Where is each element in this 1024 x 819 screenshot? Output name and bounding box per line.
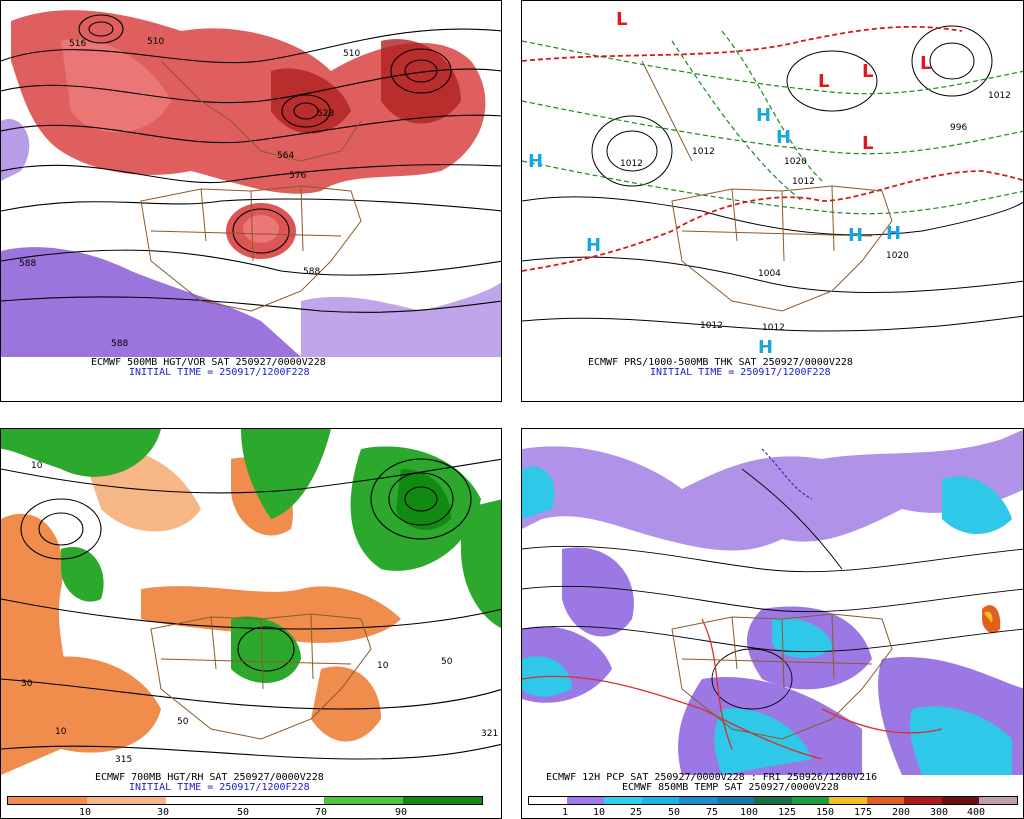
colorbar-tick: 175 (853, 807, 873, 818)
pressure-label: 1004 (758, 269, 781, 279)
panel-subtitle: ECMWF 850MB TEMP SAT 250927/0000V228 (622, 782, 839, 793)
pressure-label: 1020 (784, 157, 807, 167)
colorbar-tick: 50 (236, 807, 250, 818)
contour-label: 510 (343, 49, 361, 59)
contour-label: 50 (441, 657, 453, 667)
high-center-H: H (756, 105, 772, 126)
high-center-H: H (776, 127, 792, 148)
panel-title: ECMWF 12H PCP SAT 250927/0000V228 : FRI … (546, 772, 878, 783)
panel-title: ECMWF 700MB HGT/RH SAT 250927/0000V228 (95, 772, 324, 783)
contour-label: 10 (377, 661, 389, 671)
panel-500mb-hgt-vor: 516 510 510 528 564 576 588 588 588 ECMW… (0, 0, 502, 402)
low-center-L: L (818, 71, 830, 92)
high-center-H: H (848, 225, 864, 246)
colorbar-tick: 30 (156, 807, 170, 818)
contour-label: 30 (21, 679, 33, 689)
contour-label: 516 (69, 39, 87, 49)
colorbar-tick: 300 (929, 807, 949, 818)
map-pressure-thickness (522, 1, 1023, 357)
panel-init-time: INITIAL TIME = 250917/1200F228 (129, 782, 310, 793)
panel-init-time: INITIAL TIME = 250917/1200F228 (650, 367, 831, 378)
colorbar-swatch (791, 797, 830, 804)
rh-colorbar (7, 796, 483, 805)
colorbar-swatch (754, 797, 792, 804)
colorbar-swatch (566, 797, 605, 804)
contour-label: 315 (115, 755, 133, 765)
map-precipitation (522, 429, 1023, 775)
colorbar-swatch (87, 797, 166, 804)
colorbar-swatch (324, 797, 403, 804)
contour-label: 588 (19, 259, 37, 269)
low-center-L: L (616, 9, 628, 30)
colorbar-swatch (8, 797, 87, 804)
colorbar-swatch (679, 797, 717, 804)
low-center-L: L (862, 61, 874, 82)
pressure-label: 1012 (762, 323, 785, 333)
high-center-H: H (586, 235, 602, 256)
contour-label: 576 (289, 171, 307, 181)
colorbar-tick: 1 (561, 807, 569, 818)
colorbar-tick: 100 (739, 807, 759, 818)
high-center-H: H (886, 223, 902, 244)
colorbar-tick: 70 (314, 807, 328, 818)
pressure-label: 1020 (886, 251, 909, 261)
colorbar-tick: 400 (966, 807, 986, 818)
low-center-L: L (862, 133, 874, 154)
pressure-label: 1012 (792, 177, 815, 187)
colorbar-swatch (904, 797, 942, 804)
map-700mb-rh (1, 429, 501, 775)
colorbar-tick: 25 (629, 807, 643, 818)
contour-label: 50 (177, 717, 189, 727)
panel-700mb-hgt-rh: 10 50 30 10 50 315 321 10 ECMWF 700MB HG… (0, 428, 502, 819)
colorbar-tick: 90 (394, 807, 408, 818)
contour-label: 10 (31, 461, 43, 471)
colorbar-swatch (245, 797, 324, 804)
contour-label: 10 (55, 727, 67, 737)
colorbar-swatch (166, 797, 245, 804)
contour-label: 588 (303, 267, 321, 277)
colorbar-tick: 75 (705, 807, 719, 818)
high-center-H: H (528, 151, 544, 172)
colorbar-swatch (403, 797, 482, 804)
contour-label: 528 (317, 109, 335, 119)
colorbar-tick: 10 (78, 807, 92, 818)
colorbar-tick: 10 (592, 807, 606, 818)
colorbar-swatch (941, 797, 980, 804)
colorbar-swatch (529, 797, 567, 804)
panel-title: ECMWF 500MB HGT/VOR SAT 250927/0000V228 (91, 357, 326, 368)
high-center-H: H (758, 337, 774, 358)
low-center-L: L (920, 53, 932, 74)
panel-init-time: INITIAL TIME = 250917/1200F228 (129, 367, 310, 378)
colorbar-swatch (829, 797, 867, 804)
contour-label: 510 (147, 37, 165, 47)
contour-label: 588 (111, 339, 129, 349)
pressure-label: 1012 (988, 91, 1011, 101)
colorbar-swatch (641, 797, 680, 804)
colorbar-tick: 150 (815, 807, 835, 818)
colorbar-swatch (604, 797, 642, 804)
colorbar-swatch (866, 797, 905, 804)
pressure-label: 996 (950, 123, 968, 133)
colorbar-tick: 50 (667, 807, 681, 818)
colorbar-swatch (979, 797, 1017, 804)
panel-title: ECMWF PRS/1000-500MB THK SAT 250927/0000… (588, 357, 853, 368)
colorbar-tick: 200 (891, 807, 911, 818)
map-500mb-vorticity (1, 1, 501, 357)
pressure-label: 1012 (700, 321, 723, 331)
pressure-label: 1012 (620, 159, 643, 169)
pcp-colorbar (528, 796, 1018, 805)
panel-pcp-850temp: ECMWF 12H PCP SAT 250927/0000V228 : FRI … (521, 428, 1024, 819)
pressure-label: 1012 (692, 147, 715, 157)
colorbar-swatch (716, 797, 755, 804)
colorbar-tick: 125 (777, 807, 797, 818)
contour-label: 321 (481, 729, 499, 739)
contour-label: 564 (277, 151, 295, 161)
panel-prs-thk: L L L L L H H H H H H H 1012 1012 1020 1… (521, 0, 1024, 402)
